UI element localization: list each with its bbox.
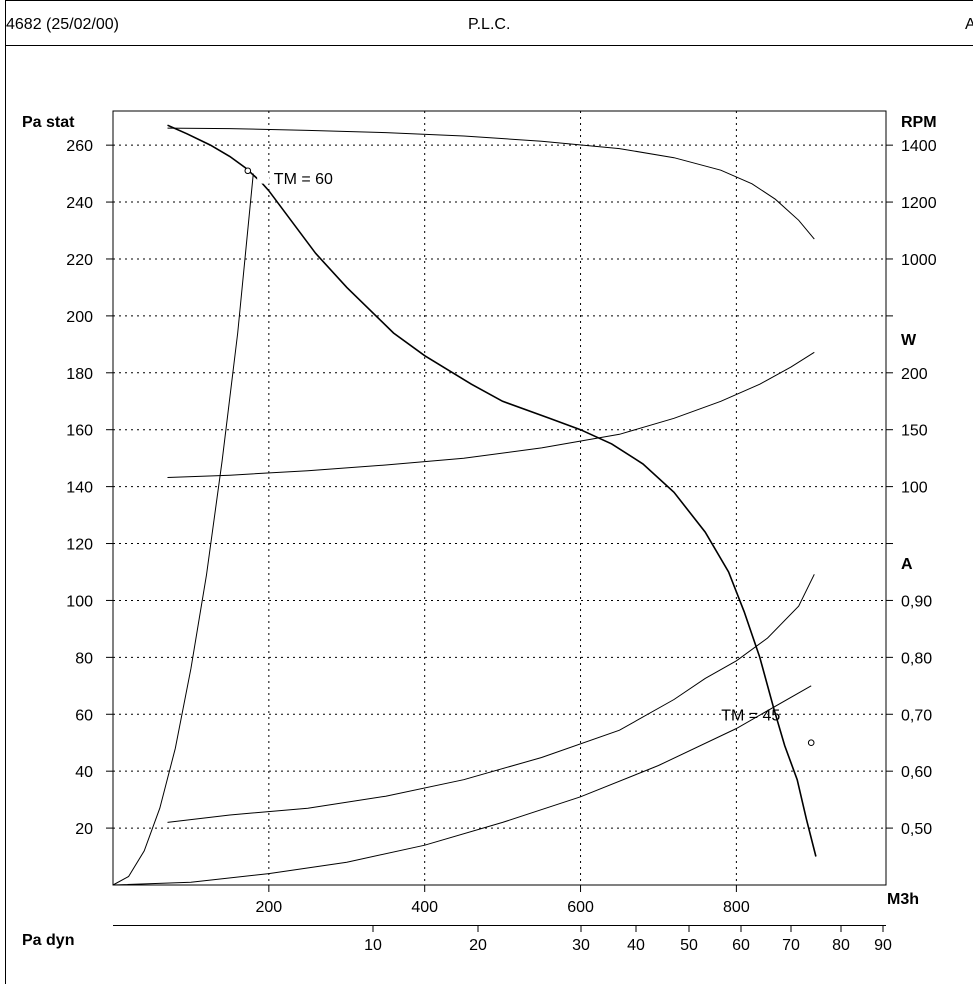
w-axis-title: W	[901, 332, 917, 349]
pa-dyn-tick-label: 90	[874, 937, 892, 954]
operating-point-label: TM = 45	[721, 708, 780, 725]
pa-dyn-tick-label: 40	[627, 937, 645, 954]
operating-point-label: TM = 60	[274, 171, 333, 188]
curve-system_tm60	[112, 173, 254, 886]
a-tick-label: 0,80	[901, 650, 932, 667]
y-left-tick-label: 160	[66, 423, 93, 440]
axis-labels: 20 40 60 80 100 120 140 160 180 200 220 240 260 200 40…	[22, 114, 937, 954]
y-left-tick-label: 120	[66, 537, 93, 554]
pa-dyn-tick-label: 80	[832, 937, 850, 954]
a-tick-label: 0,50	[901, 821, 932, 838]
plot-frame	[112, 110, 887, 886]
y-left-tick-label: 240	[66, 195, 93, 212]
a-tick-label: 0,70	[901, 707, 932, 724]
curve-power	[167, 351, 815, 478]
curve-pressure	[167, 124, 817, 857]
rpm-tick-label: 1000	[901, 252, 937, 269]
rpm-axis-title: RPM	[901, 114, 937, 131]
curve-rpm	[167, 127, 815, 240]
y-left-axis-title: Pa stat	[22, 114, 75, 131]
grid	[113, 111, 886, 885]
pa-dyn-tick-label: 20	[469, 937, 487, 954]
y-left-tick-label: 100	[66, 593, 93, 610]
a-tick-label: 0,90	[901, 593, 932, 610]
rpm-tick-label: 1200	[901, 195, 937, 212]
y-left-tick-label: 200	[66, 309, 93, 326]
header-right-fragment: A	[965, 16, 973, 33]
x-tick-label: 400	[411, 899, 438, 916]
pa-dyn-tick-label: 70	[782, 937, 800, 954]
curve-current	[167, 574, 815, 823]
y-left-tick-label: 40	[75, 764, 93, 781]
document-code: 4682 (25/02/00)	[6, 16, 119, 33]
y-left-tick-label: 220	[66, 252, 93, 269]
w-tick-label: 200	[901, 366, 928, 383]
x-axis-unit: M3h	[887, 891, 919, 908]
y-left-tick-label: 60	[75, 707, 93, 724]
y-left-tick-label: 140	[66, 480, 93, 497]
operating-point-marker	[807, 739, 815, 747]
axis-ticks	[106, 144, 893, 932]
pa-dyn-tick-label: 60	[732, 937, 750, 954]
x-tick-label: 200	[255, 899, 282, 916]
y-left-tick-label: 80	[75, 650, 93, 667]
y-left-tick-label: 260	[66, 138, 93, 155]
curve-gap-mask	[257, 173, 270, 184]
pa-dyn-tick-label: 30	[572, 937, 590, 954]
curves	[112, 124, 817, 886]
w-tick-label: 100	[901, 480, 928, 497]
x-tick-label: 600	[567, 899, 594, 916]
a-axis-title: A	[901, 556, 913, 573]
pa-dyn-tick-label: 50	[680, 937, 698, 954]
y-left-tick-label: 20	[75, 821, 93, 838]
rpm-tick-label: 1400	[901, 138, 937, 155]
x-tick-label: 800	[723, 899, 750, 916]
pa-dyn-tick-label: 10	[364, 937, 382, 954]
operating-point-marker	[244, 167, 252, 175]
y-left-tick-label: 180	[66, 366, 93, 383]
curve-system_tm45	[112, 685, 812, 886]
document-title: P.L.C.	[468, 16, 511, 33]
a-tick-label: 0,60	[901, 764, 932, 781]
w-tick-label: 150	[901, 423, 928, 440]
pa-dyn-axis-title: Pa dyn	[22, 932, 74, 949]
